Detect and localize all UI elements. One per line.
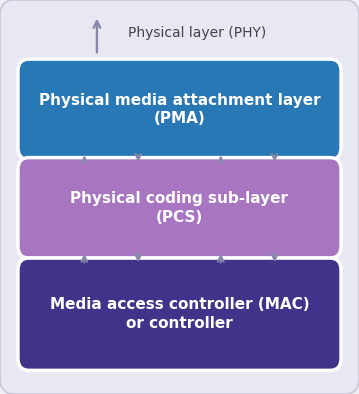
Text: Physical layer (PHY): Physical layer (PHY) <box>128 26 267 41</box>
Text: Physical coding sub-layer
(PCS): Physical coding sub-layer (PCS) <box>70 191 289 225</box>
FancyBboxPatch shape <box>18 158 341 258</box>
FancyBboxPatch shape <box>18 258 341 370</box>
FancyBboxPatch shape <box>18 59 341 160</box>
Text: Physical media attachment layer
(PMA): Physical media attachment layer (PMA) <box>39 93 320 126</box>
Text: Media access controller (MAC)
or controller: Media access controller (MAC) or control… <box>50 297 309 331</box>
